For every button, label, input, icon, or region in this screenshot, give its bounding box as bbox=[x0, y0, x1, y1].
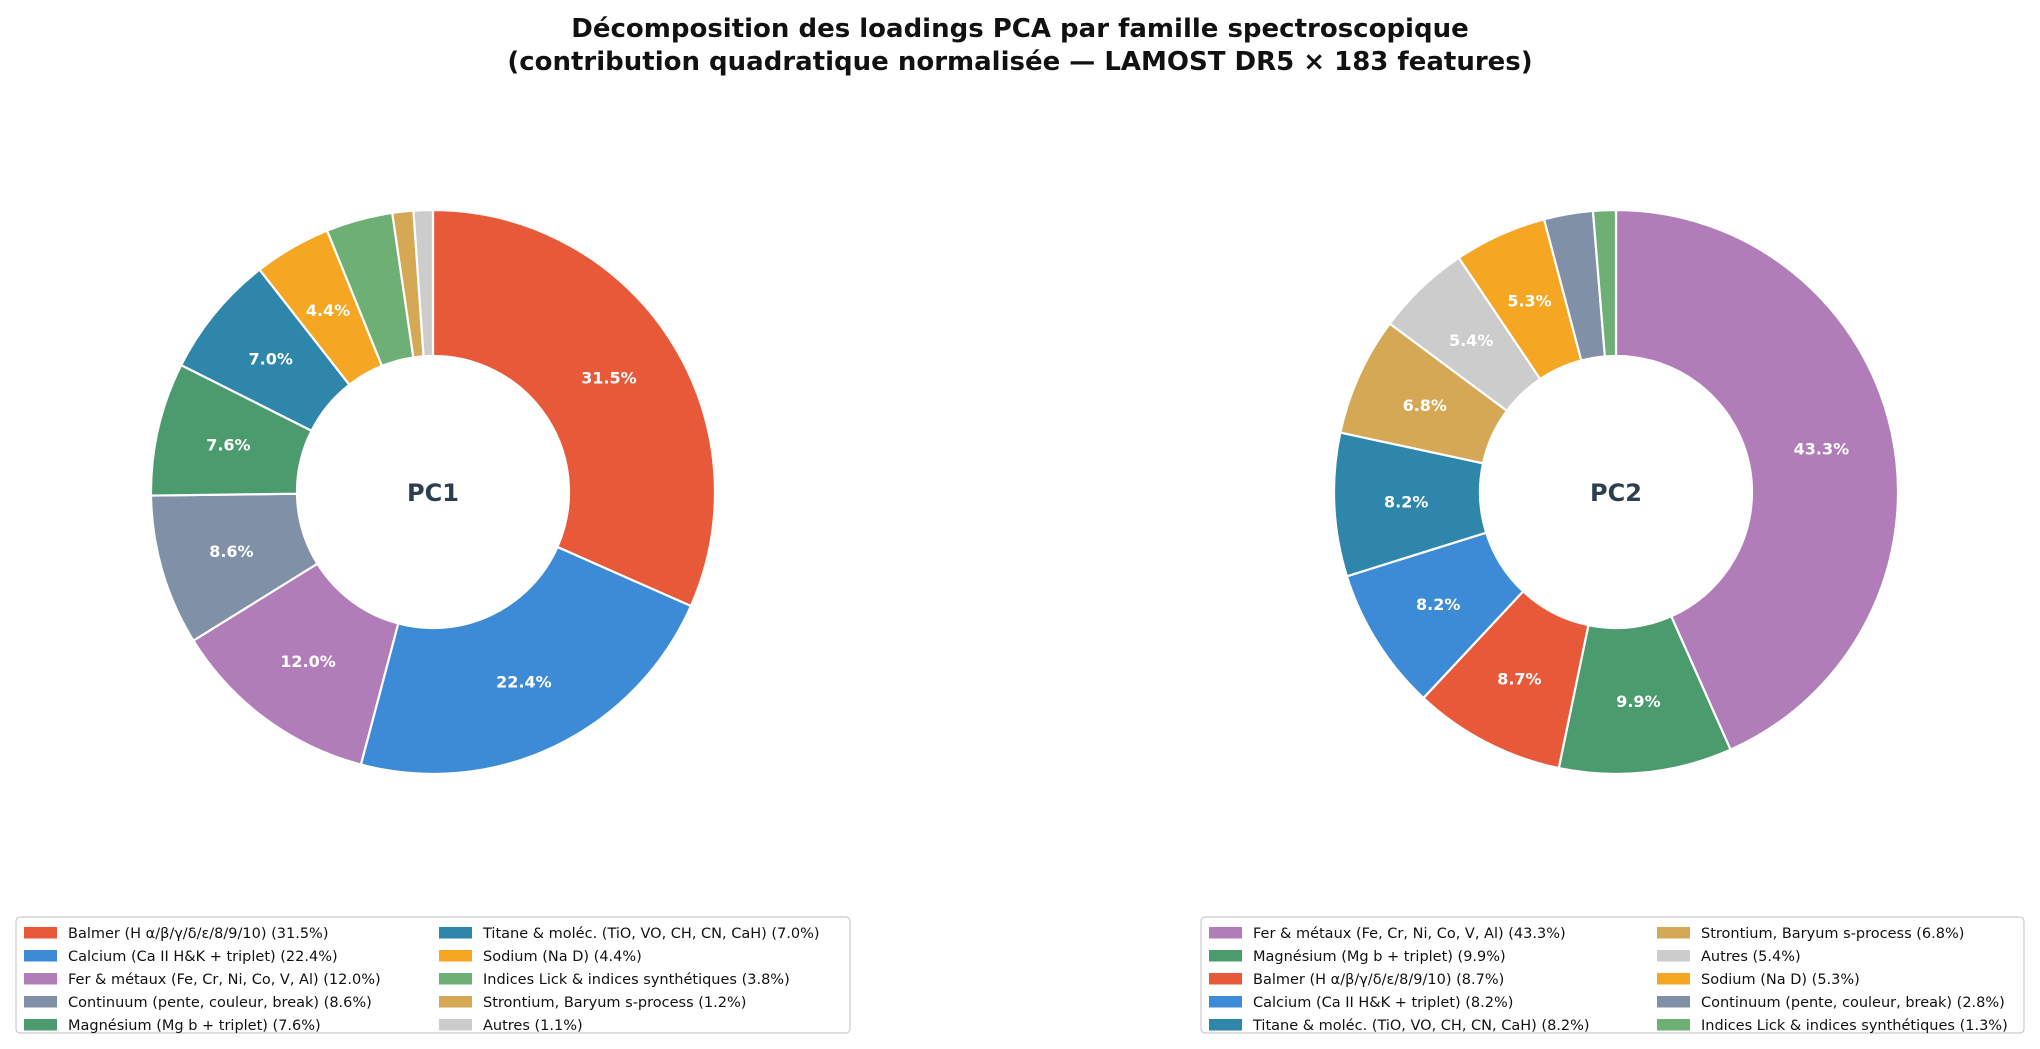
slice-percent-label: 8.2% bbox=[1384, 493, 1428, 512]
legend-entry: Strontium, Baryum s-process (6.8%) bbox=[1701, 926, 1964, 942]
legend-entry: Autres (5.4%) bbox=[1701, 949, 1801, 965]
legend-frame bbox=[1200, 916, 2025, 1034]
pie-slice bbox=[191, 562, 400, 766]
legend-entry: Continuum (pente, couleur, break) (8.6%) bbox=[68, 995, 372, 1011]
legend-entry: Magnésium (Mg b + triplet) (9.9%) bbox=[1253, 949, 1506, 965]
slice-percent-label: 12.0% bbox=[280, 652, 336, 671]
donut-chart-2: 43.3% 9.9% 8.7% 8.2% 8.2% 6.8% 5.4% 5.3% PC2 bbox=[1332, 208, 1900, 776]
slice-percent-label: 5.3% bbox=[1507, 292, 1551, 311]
pie-slice bbox=[1614, 208, 1900, 752]
slice-percent-label: 5.4% bbox=[1449, 331, 1493, 350]
legend-swatch bbox=[1657, 950, 1690, 962]
legend-swatch bbox=[24, 950, 57, 962]
slice-percent-label: 9.9% bbox=[1616, 692, 1660, 711]
pie-slice bbox=[1591, 208, 1618, 358]
slice-percent-label: 8.6% bbox=[209, 542, 253, 561]
legend-swatch bbox=[439, 973, 472, 985]
figure-title-line2: (contribution quadratique normalisée — L… bbox=[507, 47, 1532, 77]
legend-entry: Sodium (Na D) (5.3%) bbox=[1701, 972, 1860, 988]
legend-swatch bbox=[24, 927, 57, 939]
slice-percent-label: 8.7% bbox=[1497, 669, 1541, 688]
donut-center-label: PC2 bbox=[1590, 479, 1642, 507]
pie-slice bbox=[359, 545, 693, 776]
figure-title-line1: Décomposition des loadings PCA par famil… bbox=[571, 14, 1468, 44]
legend: Fer & métaux (Fe, Cr, Ni, Co, V, Al) (43… bbox=[1200, 916, 2025, 1034]
legend-entry: Titane & moléc. (TiO, VO, CH, CN, CaH) (… bbox=[1252, 1018, 1590, 1034]
slice-percent-label: 7.6% bbox=[206, 436, 250, 455]
legend-frame bbox=[15, 916, 851, 1034]
legend-entry: Autres (1.1%) bbox=[483, 1018, 583, 1034]
legend-swatch bbox=[24, 973, 57, 985]
legend-swatch bbox=[439, 927, 472, 939]
pie-slice bbox=[412, 208, 435, 358]
legend-entry: Magnésium (Mg b + triplet) (7.6%) bbox=[68, 1018, 321, 1034]
legend-swatch bbox=[439, 1019, 472, 1031]
legend-swatch bbox=[439, 996, 472, 1008]
legend-entry: Sodium (Na D) (4.4%) bbox=[483, 949, 642, 965]
legend-swatch bbox=[24, 996, 57, 1008]
legend-entry: Calcium (Ca II H&K + triplet) (22.4%) bbox=[68, 949, 338, 965]
legend-swatch bbox=[1209, 973, 1242, 985]
legend-swatch bbox=[1657, 996, 1690, 1008]
legend-swatch bbox=[1657, 1019, 1690, 1031]
legend-swatch bbox=[1209, 996, 1242, 1008]
legend-entry: Balmer (H α/β/γ/δ/ε/8/9/10) (31.5%) bbox=[68, 926, 329, 942]
slice-percent-label: 6.8% bbox=[1403, 396, 1447, 415]
legend-entry: Calcium (Ca II H&K + triplet) (8.2%) bbox=[1253, 995, 1513, 1011]
legend-swatch bbox=[1657, 973, 1690, 985]
legend-entry: Balmer (H α/β/γ/δ/ε/8/9/10) (8.7%) bbox=[1253, 972, 1504, 988]
pie-slice bbox=[431, 208, 717, 608]
slice-percent-label: 31.5% bbox=[581, 368, 637, 387]
legend-swatch bbox=[1657, 927, 1690, 939]
legend-entry: Titane & moléc. (TiO, VO, CH, CN, CaH) (… bbox=[482, 926, 820, 942]
legend-entry: Fer & métaux (Fe, Cr, Ni, Co, V, Al) (12… bbox=[68, 972, 381, 988]
slice-percent-label: 8.2% bbox=[1416, 595, 1460, 614]
legend-swatch bbox=[1209, 950, 1242, 962]
slice-percent-label: 22.4% bbox=[496, 672, 552, 691]
legend-swatch bbox=[439, 950, 472, 962]
legend-swatch bbox=[1209, 927, 1242, 939]
legend-swatch bbox=[24, 1019, 57, 1031]
slice-percent-label: 7.0% bbox=[249, 350, 293, 369]
legend-entry: Strontium, Baryum s-process (1.2%) bbox=[483, 995, 746, 1011]
legend: Balmer (H α/β/γ/δ/ε/8/9/10) (31.5%) Calci… bbox=[15, 916, 851, 1034]
legend-entry: Continuum (pente, couleur, break) (2.8%) bbox=[1701, 995, 2005, 1011]
legend-entry: Indices Lick & indices synthétiques (3.8… bbox=[483, 972, 790, 988]
legend-swatch bbox=[1209, 1019, 1242, 1031]
slice-percent-label: 43.3% bbox=[1794, 439, 1850, 458]
legend-entry: Indices Lick & indices synthétiques (1.3… bbox=[1701, 1018, 2008, 1034]
donut-chart-1: 31.5% 22.4% 12.0% 8.6% 7.6% 7.0% 4.4% PC1 bbox=[149, 208, 717, 776]
donut-center-label: PC1 bbox=[407, 479, 459, 507]
legend-entry: Fer & métaux (Fe, Cr, Ni, Co, V, Al) (43… bbox=[1253, 926, 1566, 942]
charts: 31.5% 22.4% 12.0% 8.6% 7.6% 7.0% 4.4% PC1 Balmer… bbox=[15, 208, 2025, 1034]
slice-percent-label: 4.4% bbox=[306, 301, 350, 320]
